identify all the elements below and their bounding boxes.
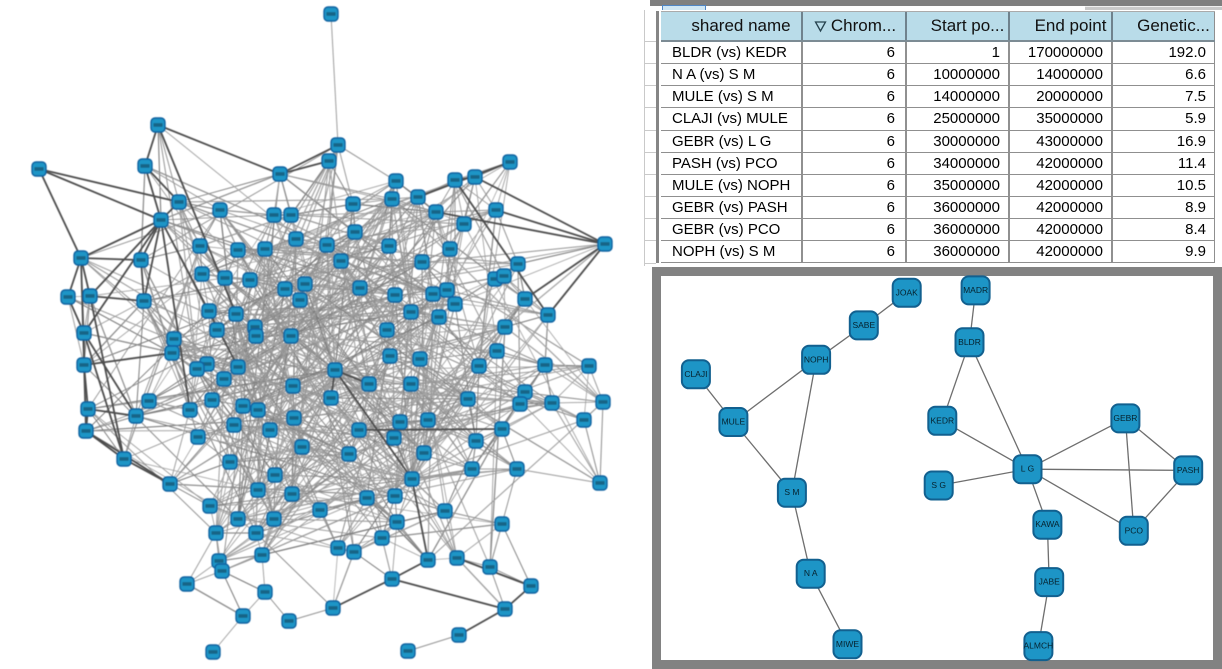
svg-text:N A: N A <box>804 568 818 578</box>
svg-text:GEBR: GEBR <box>1113 413 1137 423</box>
svg-text:KAWA: KAWA <box>1035 519 1060 529</box>
svg-text:SABE: SABE <box>852 320 875 330</box>
svg-text:KEDR: KEDR <box>930 415 954 425</box>
svg-text:ALMCH: ALMCH <box>1024 641 1054 651</box>
svg-text:BLDR: BLDR <box>958 337 981 347</box>
svg-text:JABE: JABE <box>1039 577 1061 587</box>
svg-text:PCO: PCO <box>1125 525 1144 535</box>
svg-text:MADR: MADR <box>963 285 988 295</box>
svg-text:CLAJI: CLAJI <box>684 369 707 379</box>
svg-text:S M: S M <box>784 487 799 497</box>
svg-text:MULE: MULE <box>722 417 746 427</box>
svg-text:NOPH: NOPH <box>804 354 829 364</box>
svg-text:L G: L G <box>1021 464 1034 474</box>
svg-text:MIWE: MIWE <box>836 639 859 649</box>
svg-text:PASH: PASH <box>1177 465 1200 475</box>
svg-text:JOAK: JOAK <box>896 287 919 297</box>
svg-text:S G: S G <box>931 480 946 490</box>
